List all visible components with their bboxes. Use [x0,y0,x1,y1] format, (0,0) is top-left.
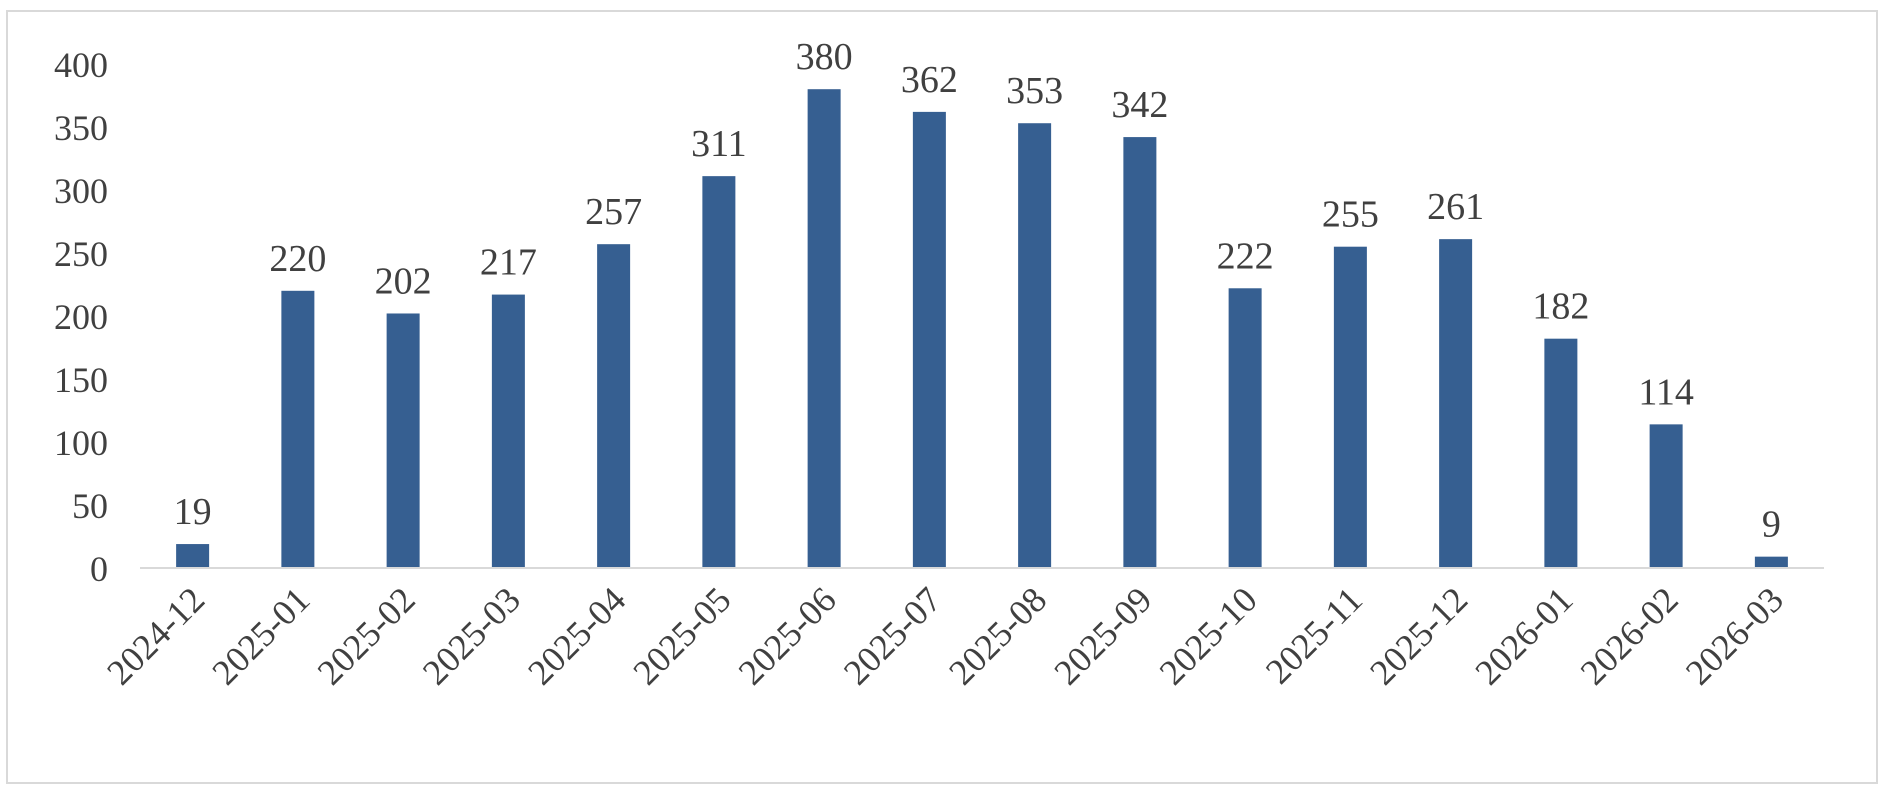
x-tick-label: 2026-03 [1678,579,1791,692]
x-tick-label: 2025-11 [1258,579,1370,691]
y-tick-label: 150 [54,360,108,400]
x-tick-label: 2025-09 [1046,579,1159,692]
y-tick-label: 250 [54,234,108,274]
data-label: 220 [269,238,326,280]
bar-2025-09 [1123,137,1157,568]
bar-2025-10 [1228,288,1262,568]
bar-2026-01 [1544,338,1578,568]
data-label: 353 [1006,70,1063,112]
data-label: 222 [1217,235,1274,277]
bar-2025-08 [1018,123,1052,568]
x-tick-label: 2026-01 [1467,579,1580,692]
bar-2026-02 [1649,424,1683,568]
data-label: 261 [1427,186,1484,228]
bar-2025-12 [1439,239,1473,568]
bar-2025-06 [807,89,841,568]
bar-2025-01 [281,290,315,568]
data-label: 217 [480,242,537,284]
x-tick-label: 2025-03 [415,579,528,692]
y-tick-label: 350 [54,108,108,148]
x-tick-label: 2025-06 [731,579,844,692]
data-label: 311 [691,123,747,165]
y-tick-label: 0 [90,549,108,589]
bar-2025-02 [386,313,420,568]
bar-2025-04 [597,244,631,568]
data-label: 202 [375,260,432,302]
data-label: 114 [1638,371,1694,413]
bar-2026-03 [1754,556,1788,568]
x-tick-label: 2026-02 [1573,579,1686,692]
y-tick-label: 50 [72,486,108,526]
data-label: 9 [1762,504,1781,546]
data-label: 257 [585,191,642,233]
data-label: 19 [174,491,212,533]
x-tick-label: 2025-07 [836,579,949,692]
x-tick-label: 2025-10 [1152,579,1265,692]
x-tick-label: 2024-12 [99,579,212,692]
bar-2025-07 [912,111,946,568]
bar-2024-12 [176,544,210,568]
x-tick-label: 2025-01 [204,579,317,692]
data-label: 342 [1111,84,1168,126]
bar-2025-05 [702,176,736,568]
x-tick-label: 2025-04 [520,579,633,692]
y-tick-label: 100 [54,423,108,463]
x-tick-label: 2025-02 [310,579,423,692]
data-label: 255 [1322,194,1379,236]
x-tick-label: 2025-08 [941,579,1054,692]
x-tick-label: 2025-12 [1362,579,1475,692]
y-tick-label: 400 [54,45,108,85]
bar-2025-03 [491,294,525,568]
data-label: 380 [796,36,853,78]
x-tick-label: 2025-05 [625,579,738,692]
bar-2025-11 [1333,246,1367,568]
data-label: 182 [1532,286,1589,328]
y-tick-label: 300 [54,171,108,211]
y-tick-label: 200 [54,297,108,337]
data-label: 362 [901,59,958,101]
